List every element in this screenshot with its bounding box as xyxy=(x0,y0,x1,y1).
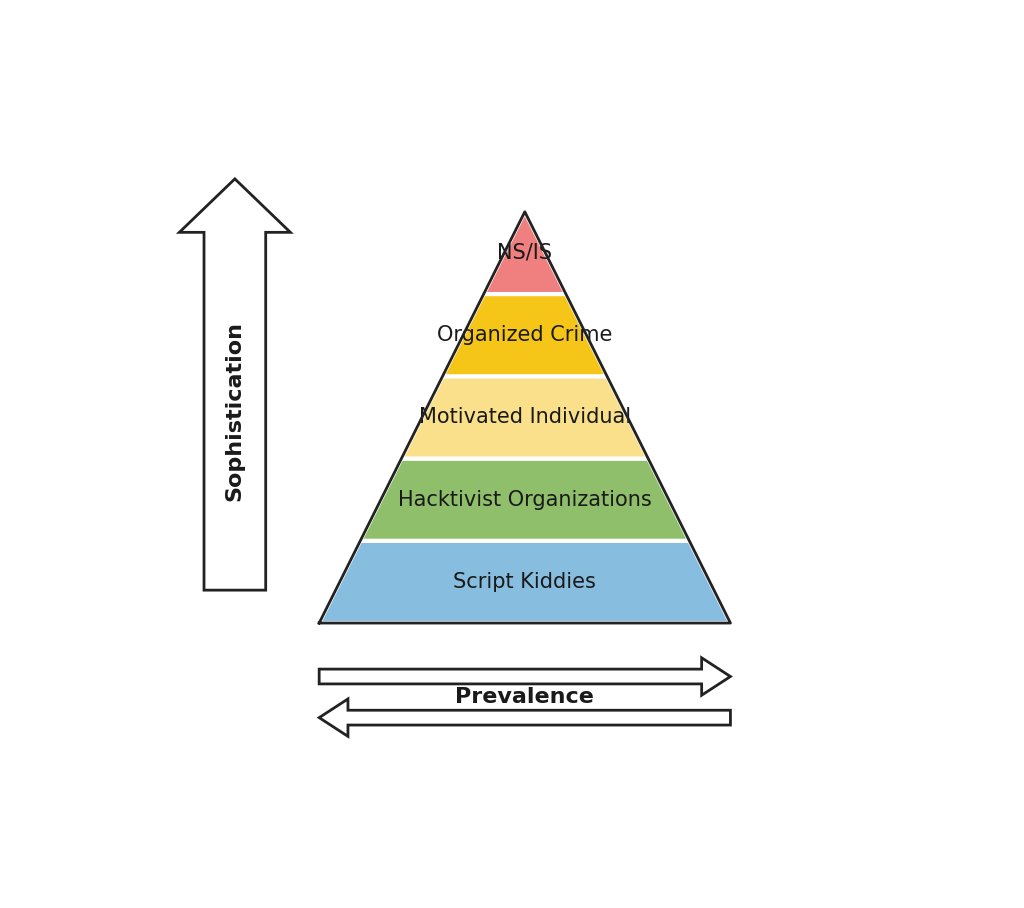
Polygon shape xyxy=(442,294,607,376)
Text: NS/IS: NS/IS xyxy=(498,243,552,263)
Polygon shape xyxy=(319,657,730,696)
Polygon shape xyxy=(319,541,730,623)
Polygon shape xyxy=(360,459,689,541)
Text: Script Kiddies: Script Kiddies xyxy=(454,572,596,592)
Text: Motivated Individual: Motivated Individual xyxy=(419,408,631,428)
Polygon shape xyxy=(319,699,730,736)
Text: Organized Crime: Organized Crime xyxy=(437,325,612,345)
Text: Hacktivist Organizations: Hacktivist Organizations xyxy=(398,489,651,509)
Polygon shape xyxy=(179,179,291,590)
Polygon shape xyxy=(483,212,566,294)
Text: Sophistication: Sophistication xyxy=(225,321,245,501)
Text: Prevalence: Prevalence xyxy=(456,687,594,707)
Polygon shape xyxy=(401,376,648,459)
